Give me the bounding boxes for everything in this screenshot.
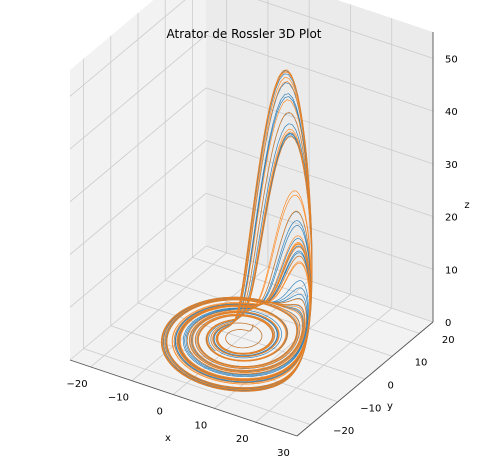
grid-line-z xyxy=(205,34,434,112)
y-tick-label: −20 xyxy=(333,426,354,437)
grid-line-z xyxy=(257,0,434,59)
grid-line-z xyxy=(69,87,207,203)
z-tick-label: 50 xyxy=(445,54,458,65)
trajectories xyxy=(160,69,313,392)
grid-line-y xyxy=(83,348,311,425)
z-axis-label: z xyxy=(464,200,469,211)
x-tick-label: −10 xyxy=(108,393,129,404)
y-tick-label: −10 xyxy=(360,403,381,414)
grid-line-z xyxy=(69,140,207,255)
x-axis-label: x xyxy=(165,433,171,444)
x-tick-label: 20 xyxy=(236,434,249,445)
grid-line-z xyxy=(205,87,434,165)
grid-line-z xyxy=(69,192,207,308)
grid-line-z xyxy=(69,245,207,361)
grid-line-z xyxy=(69,0,186,97)
y-axis-line xyxy=(296,321,434,437)
chart-title: Atrator de Rossler 3D Plot xyxy=(166,27,321,41)
y-tick-label: 0 xyxy=(388,381,394,392)
back-pane xyxy=(206,0,433,322)
z-tick-label: 10 xyxy=(445,265,458,276)
axis-lines xyxy=(69,32,434,437)
axis-panes xyxy=(70,0,433,436)
z-tick-label: 40 xyxy=(445,107,458,118)
y-tick-label: 10 xyxy=(415,358,428,369)
z-tick-label: 30 xyxy=(445,160,458,171)
x-tick-label: 30 xyxy=(277,448,290,459)
grid-line-z xyxy=(205,140,434,217)
y-axis-label: y xyxy=(387,401,393,412)
tick-labels: −20 −10 0 10 20 30 −20 −10 0 10 20 0 10 20 30 40 50 xyxy=(67,54,458,459)
z-tick-label: 0 xyxy=(445,318,451,329)
grid-line-z xyxy=(69,34,207,150)
x-tick-label: −20 xyxy=(67,379,88,390)
y-tick-label: 20 xyxy=(442,335,455,346)
x-axis-line xyxy=(69,359,298,437)
z-tick-label: 20 xyxy=(445,213,458,224)
x-tick-label: 10 xyxy=(195,420,208,431)
x-tick-label: 0 xyxy=(157,407,163,418)
grid-line-z xyxy=(205,192,434,270)
trajectory-series-2 xyxy=(160,69,313,392)
grid-line-z xyxy=(205,245,434,323)
